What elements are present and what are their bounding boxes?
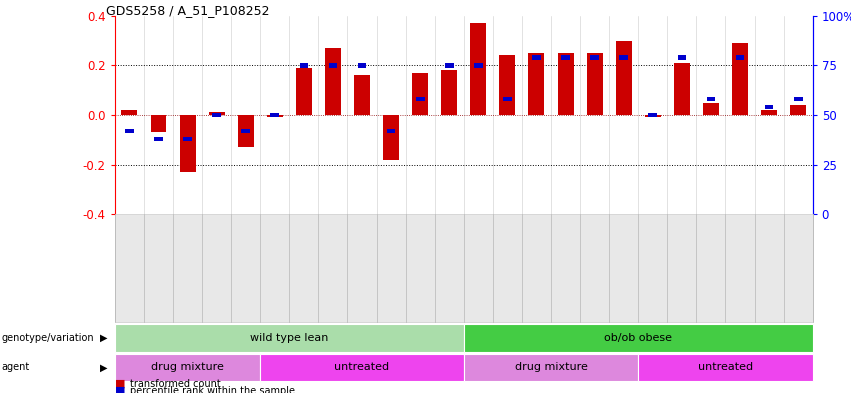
Bar bbox=[645, 115, 660, 118]
Bar bbox=[406, 16, 435, 214]
Bar bbox=[383, 115, 399, 160]
Bar bbox=[122, 110, 137, 115]
Bar bbox=[237, 115, 254, 147]
Bar bbox=[551, 16, 580, 214]
Bar bbox=[493, 16, 522, 214]
Bar bbox=[412, 73, 428, 115]
Text: percentile rank within the sample: percentile rank within the sample bbox=[130, 386, 295, 393]
Bar bbox=[271, 113, 279, 117]
Bar bbox=[609, 16, 638, 214]
Bar bbox=[318, 16, 347, 214]
Text: ■: ■ bbox=[115, 386, 125, 393]
Bar bbox=[242, 129, 250, 133]
Bar bbox=[471, 23, 486, 115]
Bar bbox=[173, 16, 203, 214]
Bar bbox=[784, 16, 813, 214]
Bar bbox=[386, 129, 396, 133]
Bar bbox=[667, 16, 696, 214]
Bar bbox=[522, 16, 551, 214]
Bar bbox=[532, 55, 541, 60]
Text: GDS5258 / A_51_P108252: GDS5258 / A_51_P108252 bbox=[106, 4, 270, 17]
Bar bbox=[648, 113, 657, 117]
Bar bbox=[703, 103, 719, 115]
Bar bbox=[208, 112, 225, 115]
Bar bbox=[376, 16, 406, 214]
Text: untreated: untreated bbox=[698, 362, 753, 373]
Text: untreated: untreated bbox=[334, 362, 390, 373]
Bar bbox=[528, 53, 545, 115]
Bar bbox=[474, 63, 483, 68]
Bar bbox=[696, 16, 725, 214]
Bar bbox=[464, 16, 493, 214]
Bar bbox=[180, 115, 196, 172]
Bar bbox=[435, 16, 464, 214]
Bar bbox=[203, 16, 231, 214]
Bar bbox=[616, 40, 631, 115]
Bar bbox=[725, 16, 755, 214]
Bar bbox=[503, 97, 511, 101]
Text: drug mixture: drug mixture bbox=[515, 362, 587, 373]
Bar bbox=[580, 16, 609, 214]
Bar bbox=[328, 63, 337, 68]
Bar bbox=[442, 70, 457, 115]
Bar bbox=[445, 63, 454, 68]
Bar bbox=[620, 55, 628, 60]
Text: transformed count: transformed count bbox=[130, 379, 221, 389]
Bar bbox=[732, 43, 748, 115]
Bar bbox=[183, 136, 192, 141]
Bar bbox=[638, 16, 667, 214]
Bar bbox=[357, 63, 367, 68]
Bar bbox=[267, 115, 283, 118]
Bar bbox=[557, 53, 574, 115]
Bar bbox=[674, 63, 690, 115]
Bar bbox=[296, 68, 311, 115]
Bar bbox=[125, 129, 134, 133]
Bar bbox=[154, 136, 163, 141]
Bar bbox=[761, 110, 777, 115]
Text: wild type lean: wild type lean bbox=[250, 333, 328, 343]
Bar bbox=[231, 16, 260, 214]
Text: drug mixture: drug mixture bbox=[151, 362, 224, 373]
Bar bbox=[300, 63, 308, 68]
Bar bbox=[735, 55, 745, 60]
Bar bbox=[151, 115, 167, 132]
Bar bbox=[347, 16, 376, 214]
Text: ■: ■ bbox=[115, 379, 125, 389]
Bar bbox=[212, 113, 221, 117]
Text: ob/ob obese: ob/ob obese bbox=[604, 333, 672, 343]
Text: ▶: ▶ bbox=[100, 333, 107, 343]
Bar bbox=[586, 53, 603, 115]
Bar bbox=[289, 16, 318, 214]
Bar bbox=[591, 55, 599, 60]
Bar bbox=[354, 75, 370, 115]
Bar bbox=[755, 16, 784, 214]
Bar bbox=[706, 97, 716, 101]
Bar bbox=[561, 55, 570, 60]
Bar bbox=[765, 105, 774, 109]
Bar bbox=[115, 16, 144, 214]
Bar bbox=[677, 55, 686, 60]
Bar bbox=[794, 97, 802, 101]
Bar bbox=[260, 16, 289, 214]
Bar bbox=[144, 16, 173, 214]
Bar bbox=[325, 48, 341, 115]
Text: ▶: ▶ bbox=[100, 362, 107, 373]
Text: agent: agent bbox=[2, 362, 30, 373]
Text: genotype/variation: genotype/variation bbox=[2, 333, 94, 343]
Bar bbox=[791, 105, 806, 115]
Bar bbox=[416, 97, 425, 101]
Bar bbox=[500, 55, 516, 115]
